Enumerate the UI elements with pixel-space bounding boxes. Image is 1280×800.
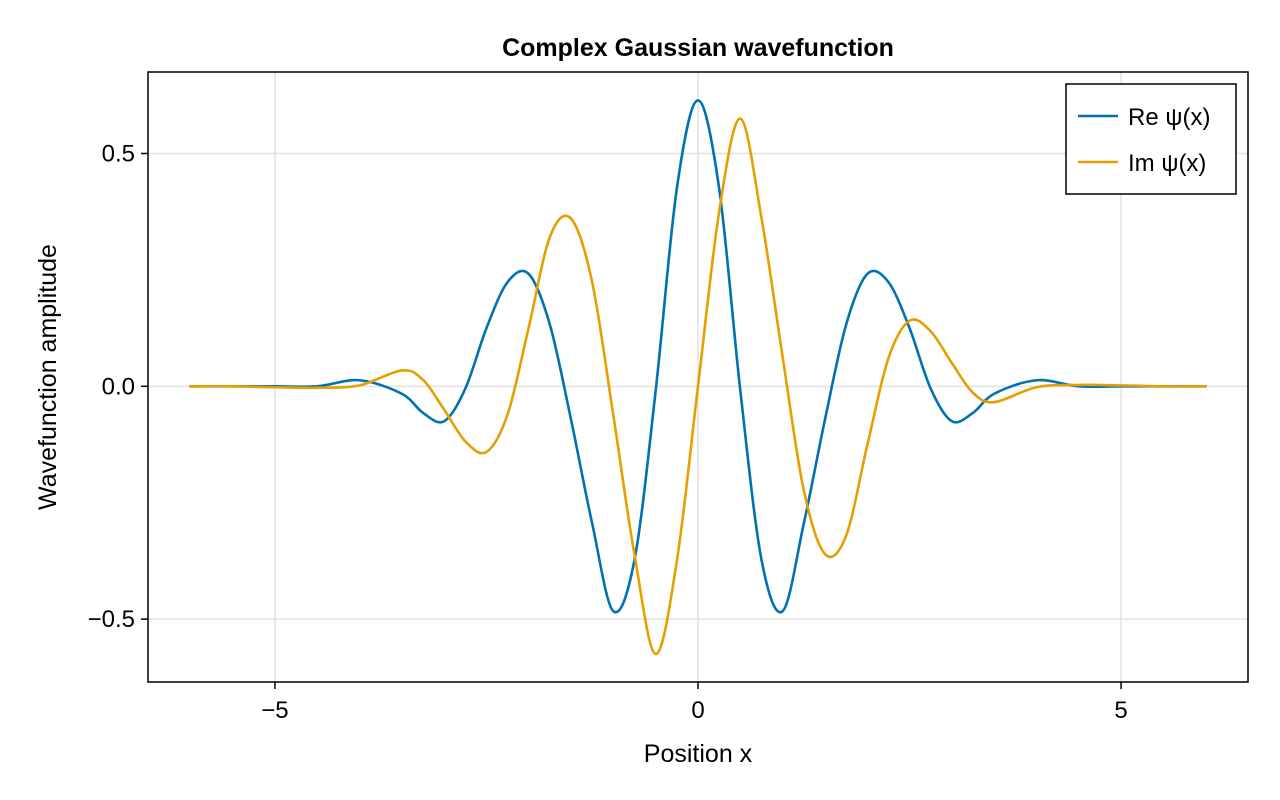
y-tick-label: 0.0 bbox=[102, 373, 135, 400]
y-tick-label: −0.5 bbox=[88, 606, 135, 633]
series-line-im bbox=[189, 117, 1207, 656]
legend-label: Re ψ(x) bbox=[1128, 104, 1210, 131]
x-axis-label: Position x bbox=[644, 740, 753, 768]
y-axis-label: Wavefunction amplitude bbox=[34, 244, 62, 510]
x-tick-label: 5 bbox=[1114, 697, 1127, 724]
x-tick-label: 0 bbox=[691, 697, 704, 724]
y-tick-label: 0.5 bbox=[102, 140, 135, 167]
x-tick-label: −5 bbox=[261, 697, 288, 724]
axis-ticks: −5 0 5 −0.5 0.0 0.5 bbox=[88, 140, 1128, 724]
plot-series bbox=[189, 99, 1207, 656]
chart-title: Complex Gaussian wavefunction bbox=[502, 34, 894, 62]
legend-label: Im ψ(x) bbox=[1128, 150, 1206, 177]
series-line-re bbox=[189, 99, 1207, 614]
legend: Re ψ(x) Im ψ(x) bbox=[1065, 83, 1237, 195]
legend-box bbox=[1065, 83, 1237, 195]
